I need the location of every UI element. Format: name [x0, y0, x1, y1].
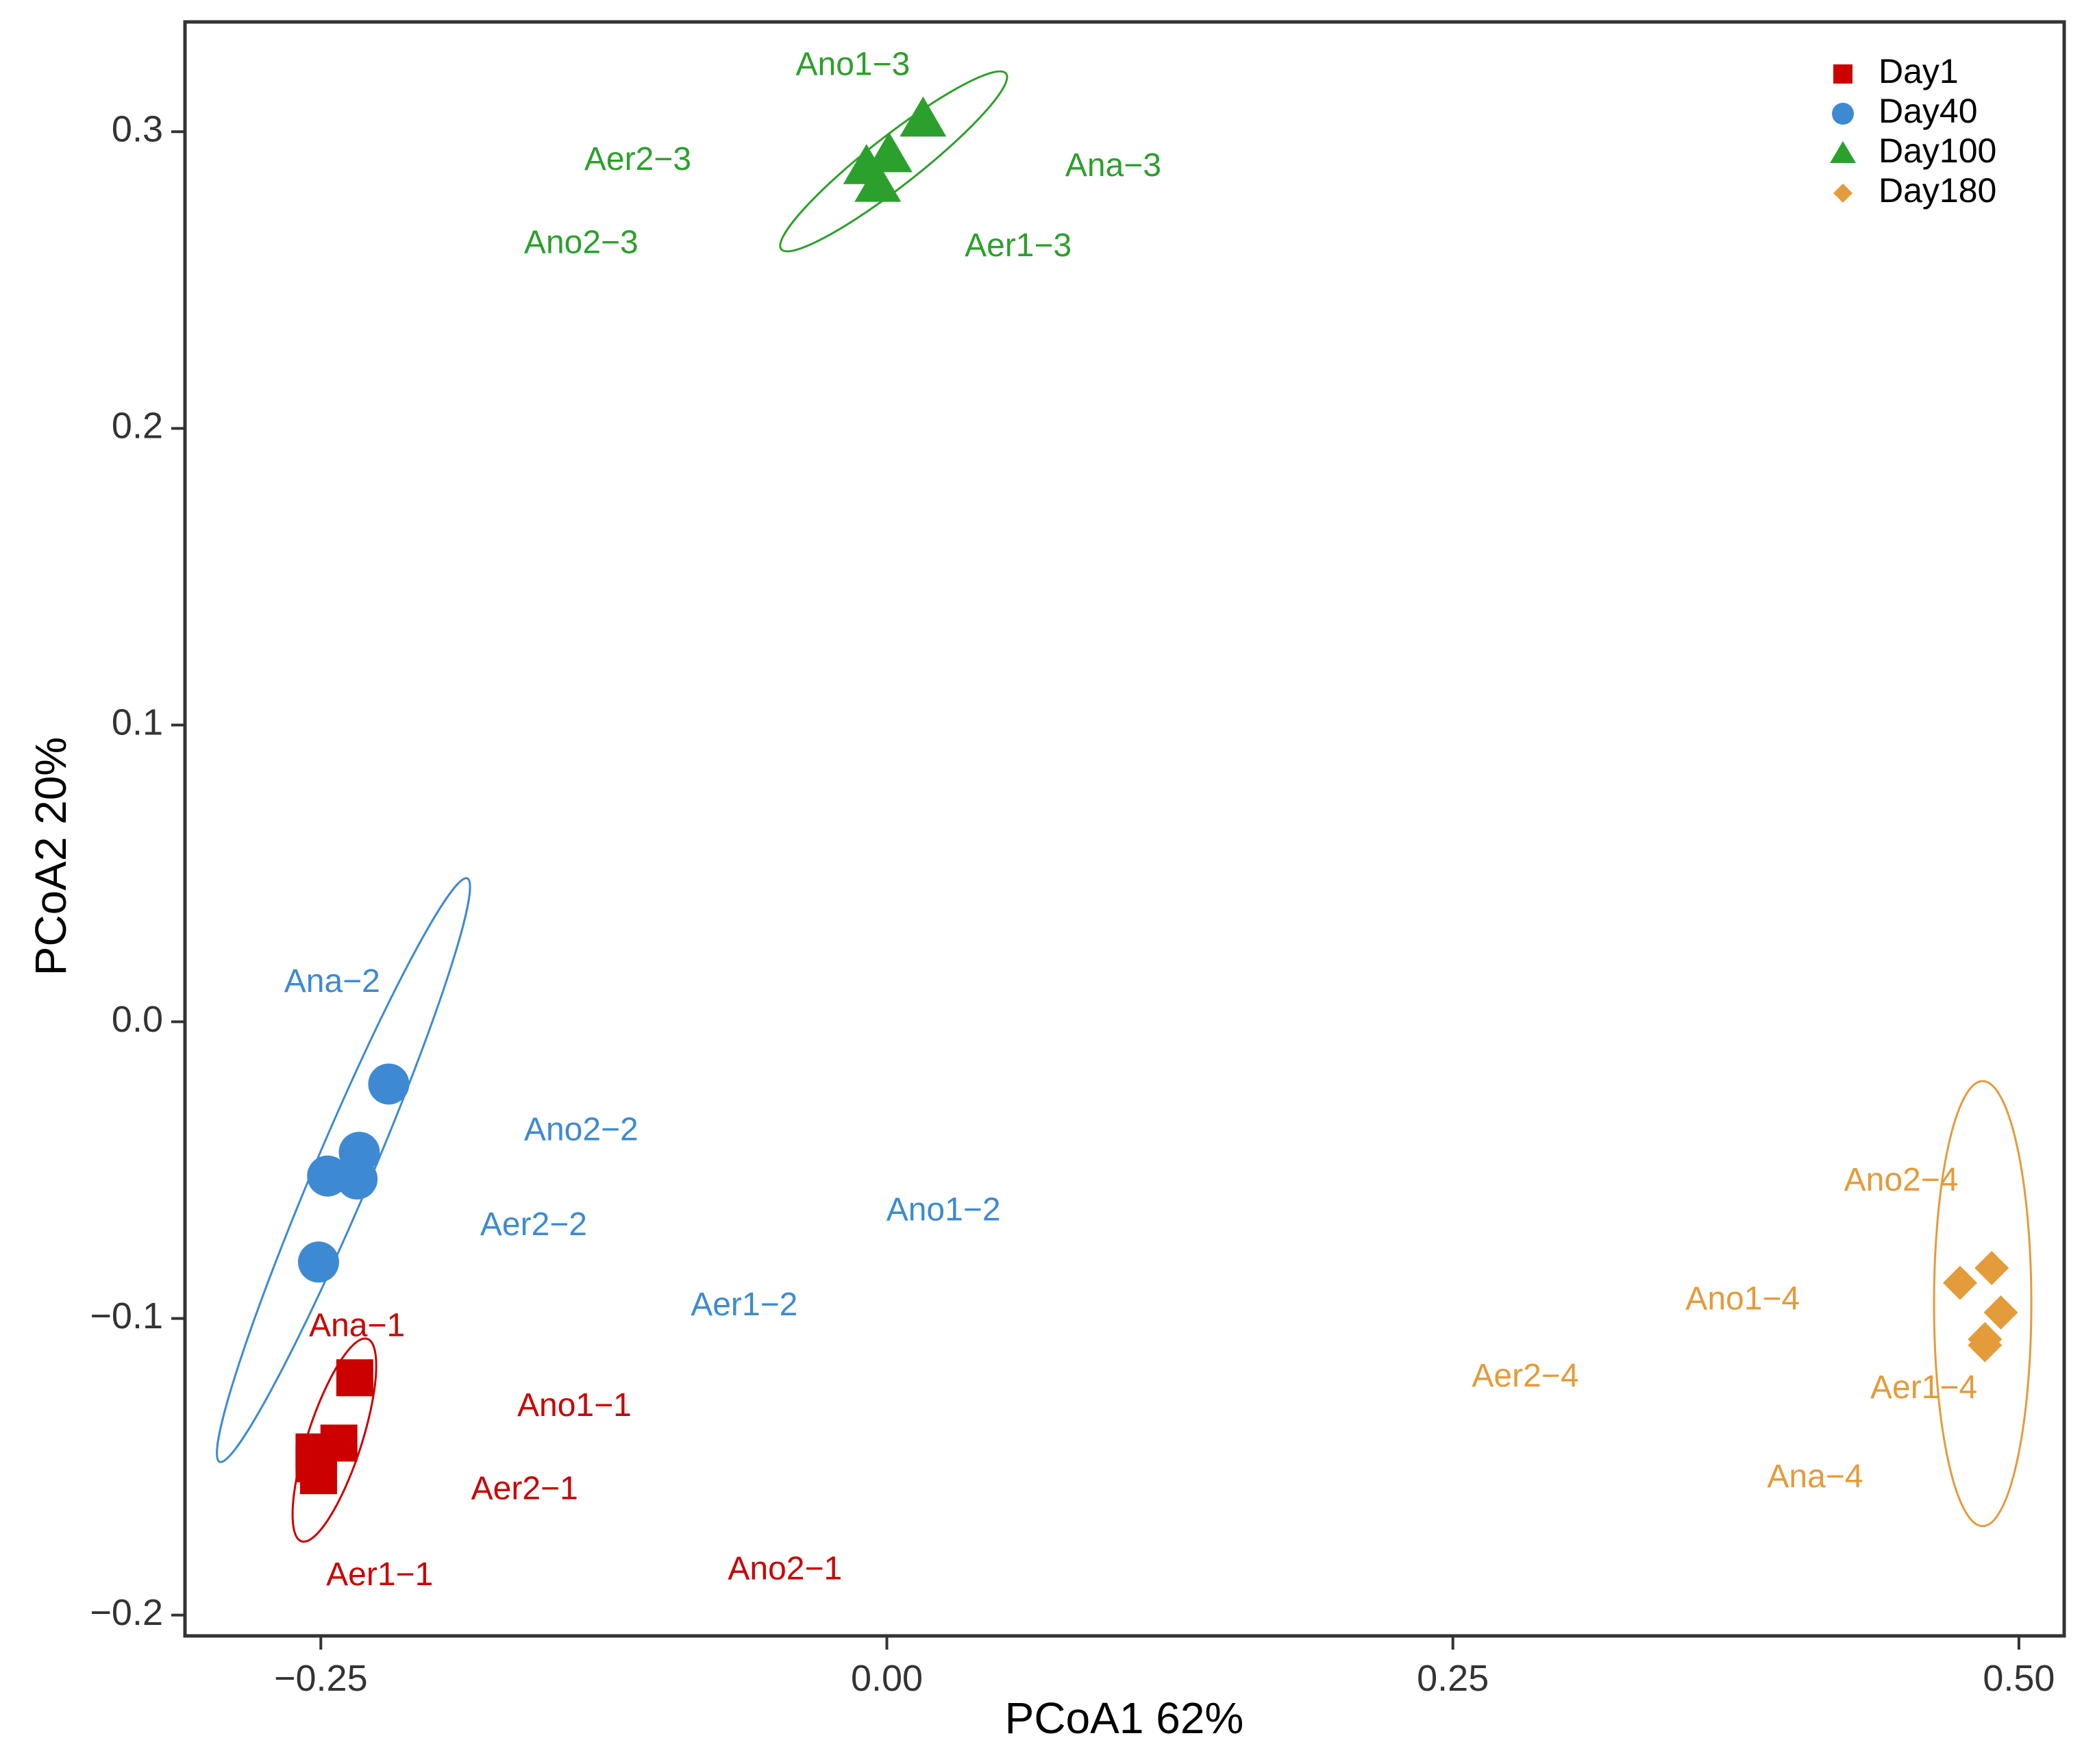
plot-panel-border — [183, 20, 2066, 1638]
y-tick-label-0: −0.2 — [90, 1592, 163, 1633]
x-tick-label-1: 0.00 — [851, 1658, 923, 1699]
legend-key-day40 — [1832, 103, 1854, 125]
legend-item-day1: Day1 — [1833, 52, 1959, 90]
point-day180-4 — [1968, 1328, 2003, 1363]
legend-label-day180: Day180 — [1879, 171, 1996, 210]
legend-item-day100: Day100 — [1830, 132, 1996, 170]
point-label-day1-3: Aer1−1 — [326, 1556, 433, 1593]
y-tick-label-1: −0.1 — [90, 1295, 163, 1337]
point-day100-1 — [865, 132, 913, 173]
y-tick-label-3: 0.1 — [112, 702, 163, 743]
point-day100-3 — [854, 162, 902, 202]
point-day40-4 — [297, 1241, 339, 1283]
legend-key-day180 — [1833, 184, 1852, 203]
legend-label-day100: Day100 — [1879, 132, 1996, 170]
legend-label-day1: Day1 — [1879, 52, 1959, 90]
point-label-day100-3: Ano2−3 — [524, 224, 639, 260]
legend-label-day40: Day40 — [1879, 92, 1978, 130]
ellipse-day100 — [779, 70, 1008, 253]
point-labels: Ana−1 Ano1−1 Aer2−1 Aer1−1 Ano2−1 Ana−2 Ano2−2… — [284, 47, 1977, 1593]
point-label-day180-1: Ano1−4 — [1685, 1280, 1800, 1317]
point-label-day1-0: Ana−1 — [309, 1307, 405, 1343]
point-label-day1-2: Aer2−1 — [471, 1470, 578, 1506]
point-label-day40-4: Aer1−2 — [691, 1287, 797, 1323]
y-tick-label-5: 0.3 — [112, 109, 163, 150]
legend-key-day1 — [1833, 64, 1852, 84]
y-axis: −0.2 −0.1 0.0 0.1 0.2 0.3 — [90, 109, 185, 1633]
x-tick-label-0: −0.25 — [274, 1658, 368, 1699]
point-label-day40-2: Aer2−2 — [480, 1206, 587, 1243]
point-label-day40-3: Ano1−2 — [887, 1191, 1001, 1228]
ellipse-day180 — [1933, 1080, 2033, 1528]
point-label-day100-1: Aer2−3 — [584, 141, 691, 177]
y-tick-label-4: 0.2 — [112, 406, 163, 447]
point-day180-1 — [1942, 1265, 1977, 1300]
point-label-day180-0: Ano2−4 — [1844, 1162, 1959, 1198]
x-tick-label-2: 0.25 — [1417, 1658, 1489, 1699]
x-axis: −0.25 0.00 0.25 0.50 — [274, 1636, 2055, 1699]
point-label-day40-1: Ano2−2 — [524, 1111, 639, 1147]
point-label-day1-1: Ano1−1 — [517, 1387, 632, 1424]
point-day180-0 — [1974, 1250, 2009, 1285]
x-tick-label-3: 0.50 — [1983, 1658, 2055, 1699]
point-day1-4 — [299, 1457, 337, 1495]
point-label-day100-0: Ano1−3 — [796, 47, 910, 83]
legend-key-day100 — [1830, 141, 1856, 163]
point-label-day100-4: Aer1−3 — [965, 227, 1071, 264]
point-day100-0 — [900, 96, 947, 137]
legend-item-day40: Day40 — [1832, 92, 1978, 130]
point-label-day180-4: Ana−4 — [1767, 1458, 1863, 1495]
point-day40-3 — [336, 1158, 378, 1200]
ellipse-day1 — [291, 1337, 377, 1543]
point-label-day180-2: Aer2−4 — [1472, 1358, 1578, 1394]
point-label-day100-2: Ana−3 — [1065, 147, 1161, 184]
point-day180-2 — [1983, 1295, 2018, 1330]
point-day1-0 — [336, 1359, 373, 1397]
y-tick-label-2: 0.0 — [112, 999, 163, 1040]
data-points — [295, 96, 2018, 1495]
point-day40-0 — [368, 1063, 410, 1105]
point-label-day40-0: Ana−2 — [284, 963, 380, 999]
point-label-day1-4: Ano2−1 — [728, 1550, 842, 1587]
point-label-day180-3: Aer1−4 — [1870, 1369, 1977, 1406]
y-axis-title: PCoA2 20% — [26, 737, 75, 976]
legend-item-day180: Day180 — [1833, 171, 1996, 210]
x-axis-title: PCoA1 62% — [1005, 1693, 1244, 1743]
